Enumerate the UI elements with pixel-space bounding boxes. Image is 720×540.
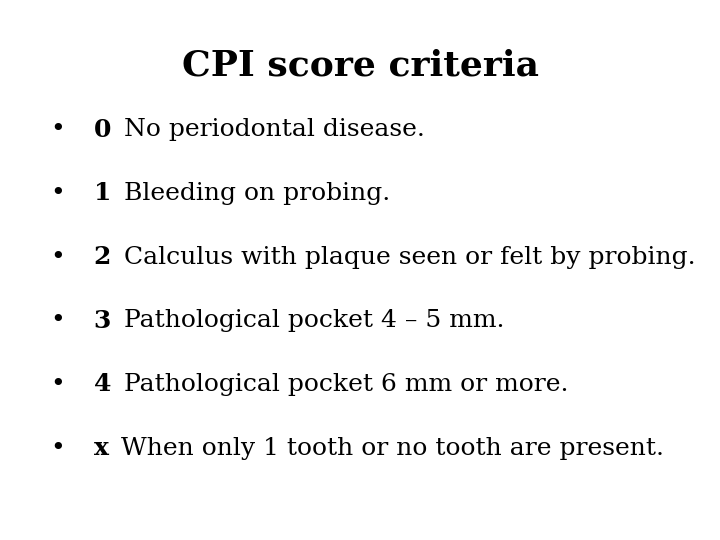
Text: CPI score criteria: CPI score criteria	[181, 49, 539, 83]
Text: •: •	[50, 437, 65, 460]
Text: •: •	[50, 373, 65, 396]
Text: 1: 1	[94, 181, 111, 205]
Text: 0: 0	[94, 118, 111, 141]
Text: •: •	[50, 309, 65, 332]
Text: Pathological pocket 6 mm or more.: Pathological pocket 6 mm or more.	[116, 373, 569, 396]
Text: •: •	[50, 246, 65, 268]
Text: No periodontal disease.: No periodontal disease.	[116, 118, 425, 141]
Text: Bleeding on probing.: Bleeding on probing.	[116, 182, 390, 205]
Text: 3: 3	[94, 309, 111, 333]
Text: •: •	[50, 182, 65, 205]
Text: 4: 4	[94, 373, 111, 396]
Text: When only 1 tooth or no tooth are present.: When only 1 tooth or no tooth are presen…	[113, 437, 664, 460]
Text: •: •	[50, 118, 65, 141]
Text: Pathological pocket 4 – 5 mm.: Pathological pocket 4 – 5 mm.	[116, 309, 505, 332]
Text: Calculus with plaque seen or felt by probing.: Calculus with plaque seen or felt by pro…	[116, 246, 696, 268]
Text: x: x	[94, 436, 109, 460]
Text: 2: 2	[94, 245, 111, 269]
